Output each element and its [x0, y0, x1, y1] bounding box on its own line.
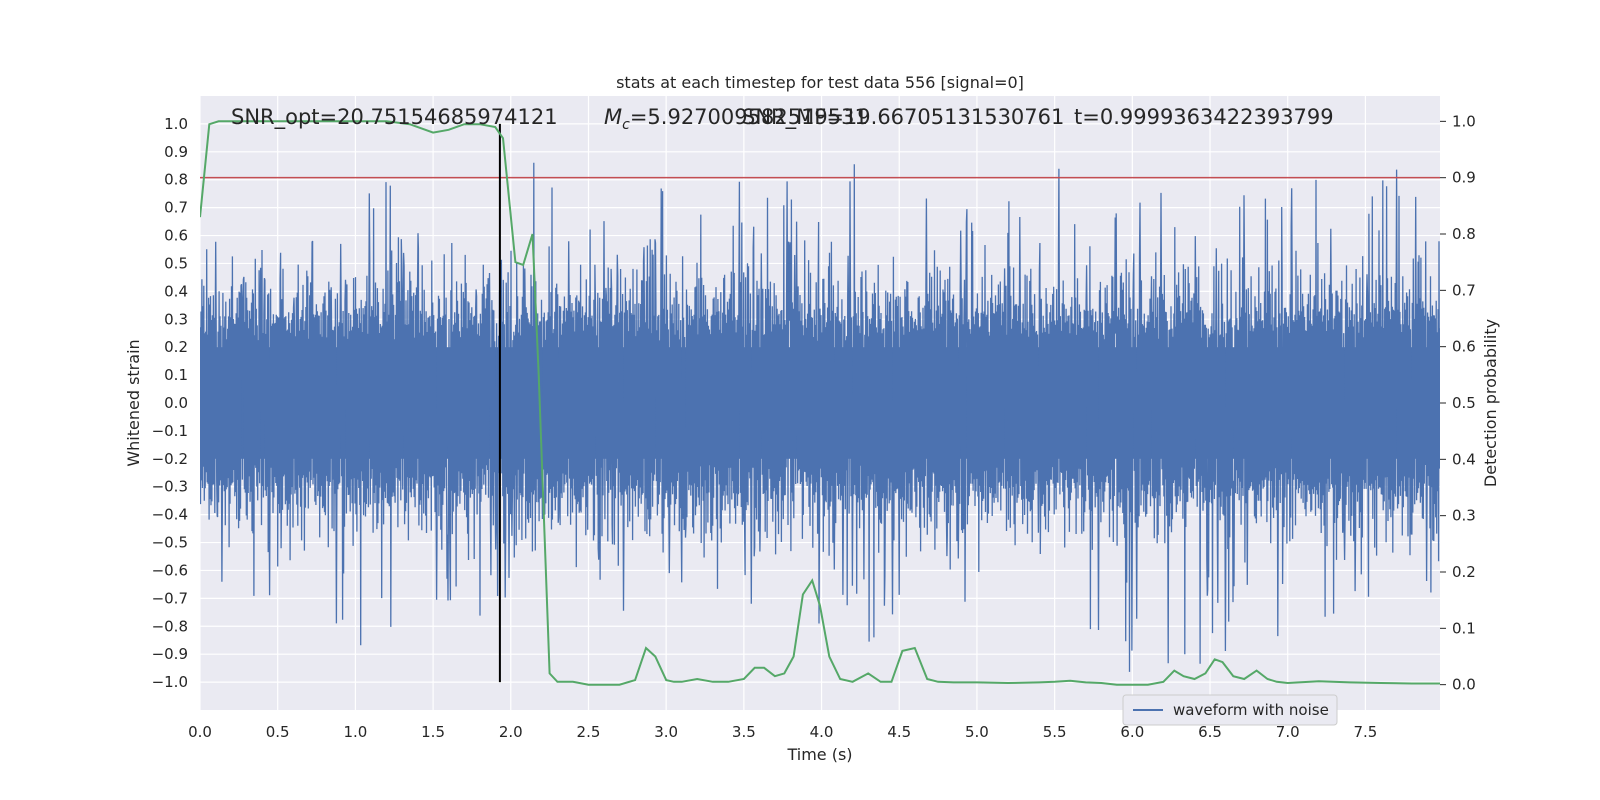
y-tick-label: 1.0	[164, 115, 188, 133]
x-tick-labels: 0.0 0.5 1.0 1.5 2.0 2.5 3.0 3.5 4.0 4.5 5.0 5.5 6.0 6…	[188, 723, 1377, 741]
x-tick-label: 2.0	[499, 723, 523, 741]
y-tick-label: 0.9	[164, 143, 188, 161]
x-tick-label: 4.5	[887, 723, 911, 741]
chart-title: stats at each timestep for test data 556…	[616, 73, 1024, 92]
x-tick-label: 6.0	[1120, 723, 1144, 741]
x-tick-label: 5.5	[1043, 723, 1067, 741]
y-tick-label: −0.1	[152, 422, 188, 440]
y-tick-label: −0.6	[152, 561, 188, 579]
y-tick-label: −0.8	[152, 617, 188, 635]
annotation-chirp-mass-subscript: c	[622, 117, 630, 133]
y-tick-label: −0.9	[152, 645, 188, 663]
y-right-tick-label: 1.0	[1452, 112, 1476, 130]
x-axis-label: Time (s)	[786, 745, 852, 764]
y-right-tick-label: 0.3	[1452, 507, 1476, 525]
y-tick-label: 0.2	[164, 338, 188, 356]
y-tick-label: 0.0	[164, 394, 188, 412]
x-tick-label: 4.0	[810, 723, 834, 741]
y-tick-label: −1.0	[152, 673, 188, 691]
y-tick-labels: 1.0 0.9 0.8 0.7 0.6 0.5 0.4 0.3 0.2 0.1 0.0 −0.1 −0.…	[152, 115, 188, 691]
x-tick-label: 6.5	[1198, 723, 1222, 741]
annotation-chirp-mass: Mc=5.927009582519531	[604, 105, 868, 133]
y-right-tick-label: 0.6	[1452, 338, 1476, 356]
annotation-snr-opt: SNR_opt=20.75154685974121	[231, 105, 558, 130]
annotation-t-value: t=0.9999363422393799	[1074, 105, 1334, 129]
y-tick-label: −0.4	[152, 506, 188, 524]
y-right-tick-label: 0.4	[1452, 450, 1476, 468]
overlay-layer	[200, 120, 1440, 686]
y-right-tick-label: 0.8	[1452, 225, 1476, 243]
y-tick-label: −0.7	[152, 589, 188, 607]
annotation-snr-mf: SNR_MF=19.66705131530761	[742, 105, 1064, 130]
x-tick-label: 0.5	[266, 723, 290, 741]
y-tick-label: −0.5	[152, 534, 188, 552]
annotation-chirp-mass-value: =5.927009582519531	[630, 105, 868, 129]
x-tick-label: 3.0	[654, 723, 678, 741]
x-tick-label: 2.5	[577, 723, 601, 741]
y-tick-label: 0.8	[164, 171, 188, 189]
y-right-tick-label: 0.5	[1452, 394, 1476, 412]
x-tick-label: 0.0	[188, 723, 212, 741]
detection-probability-line	[200, 120, 1440, 686]
waveform-series	[200, 162, 1440, 672]
x-tick-label: 1.5	[421, 723, 445, 741]
x-tick-label: 7.0	[1276, 723, 1300, 741]
y-tick-label: −0.3	[152, 478, 188, 496]
y-tick-label: 0.6	[164, 227, 188, 245]
x-tick-label: 3.5	[732, 723, 756, 741]
y-tick-label: 0.1	[164, 366, 188, 384]
y-right-tick-label: 0.2	[1452, 563, 1476, 581]
annotation-chirp-mass-symbol: M	[604, 105, 622, 129]
y-tick-label: 0.5	[164, 254, 188, 272]
x-tick-label: 1.0	[343, 723, 367, 741]
y-tick-label: 0.7	[164, 199, 188, 217]
y-right-tick-label: 0.0	[1452, 676, 1476, 694]
y-tick-label: −0.2	[152, 450, 188, 468]
y-right-axis-label: Detection probability	[1481, 319, 1500, 487]
y-right-tick-label: 0.1	[1452, 619, 1476, 637]
waveform-trace	[200, 162, 1440, 672]
y-tick-label: 0.4	[164, 282, 188, 300]
legend: waveform with noise	[1122, 694, 1338, 726]
y-tick-label: 0.3	[164, 310, 188, 328]
y-right-tick-labels: 1.0 0.9 0.8 0.7 0.6 0.5 0.4 0.3 0.2 0.1 0.0	[1440, 112, 1476, 694]
y-axis-label: Whitened strain	[124, 339, 143, 466]
y-right-tick-label: 0.7	[1452, 281, 1476, 299]
y-right-tick-label: 0.9	[1452, 169, 1476, 187]
x-tick-label: 7.5	[1353, 723, 1377, 741]
legend-box	[1122, 694, 1338, 726]
legend-label: waveform with noise	[1173, 701, 1329, 719]
x-tick-label: 5.0	[965, 723, 989, 741]
